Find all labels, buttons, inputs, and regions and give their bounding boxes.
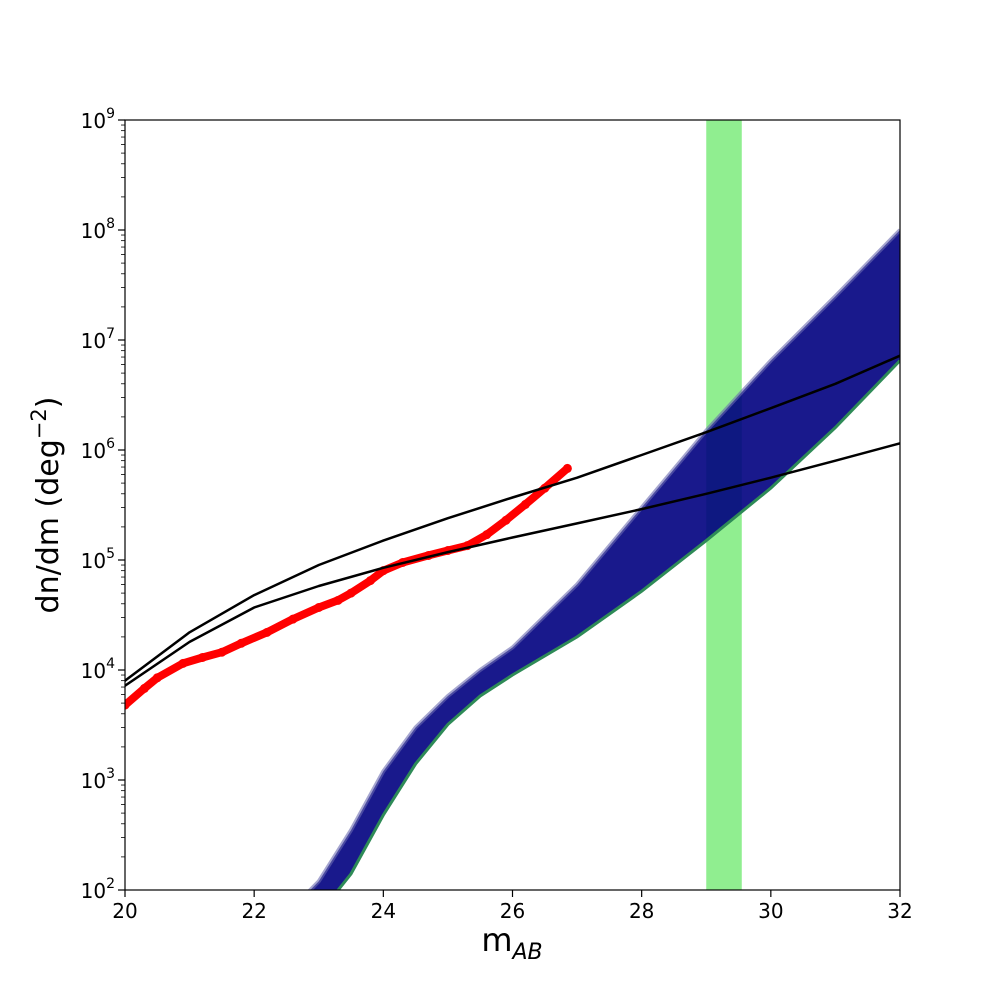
x-axis-label: mAB (481, 921, 542, 965)
y-tick-label: 108 (81, 216, 115, 243)
series-line-model-lower (125, 442, 900, 687)
observed-point (139, 683, 149, 693)
x-tick-label: 32 (887, 899, 912, 923)
y-tick-label: 103 (81, 766, 115, 793)
model-band-group (307, 228, 900, 890)
observed-point (262, 627, 272, 637)
y-tick-label: 107 (81, 326, 115, 353)
y-tick-label: 105 (81, 546, 115, 573)
y-tick-label: 104 (81, 656, 115, 683)
series-group (125, 354, 900, 710)
plot-area (125, 120, 900, 890)
y-tick-label: 102 (81, 876, 115, 903)
y-axis-ticks: 102 103 104 105 106 107 108 109 (81, 106, 125, 903)
observed-point (501, 515, 511, 525)
y-tick-label: 106 (81, 436, 115, 463)
observed-point (482, 530, 492, 540)
model-band-lower-edge (336, 359, 900, 890)
observed-point (178, 658, 188, 668)
y-tick-label: 109 (81, 106, 115, 133)
x-tick-label: 28 (629, 899, 654, 923)
observed-point (520, 499, 530, 509)
observed-point (346, 588, 356, 598)
plot-content (125, 120, 900, 890)
x-tick-label: 22 (241, 899, 266, 923)
observed-point (365, 576, 375, 586)
observed-point (333, 595, 343, 605)
series-line-model-upper (125, 354, 900, 682)
observed-point (198, 652, 207, 662)
x-tick-label: 20 (112, 899, 137, 923)
x-tick-label: 26 (500, 899, 525, 923)
observed-point (562, 463, 572, 473)
observed-point (288, 614, 298, 624)
observed-point (236, 638, 246, 648)
model-band-fill (310, 230, 900, 890)
observed-point (314, 602, 324, 612)
x-tick-label: 24 (371, 899, 396, 923)
model-band-upper-edge (307, 228, 900, 890)
x-tick-label: 30 (758, 899, 783, 923)
x-axis-ticks: 20 22 24 26 28 30 32 (112, 890, 913, 923)
observed-point (152, 673, 162, 683)
observed-point (125, 700, 130, 710)
observed-point (217, 647, 227, 657)
y-axis-label: dn/dm (deg−2) (27, 397, 66, 614)
